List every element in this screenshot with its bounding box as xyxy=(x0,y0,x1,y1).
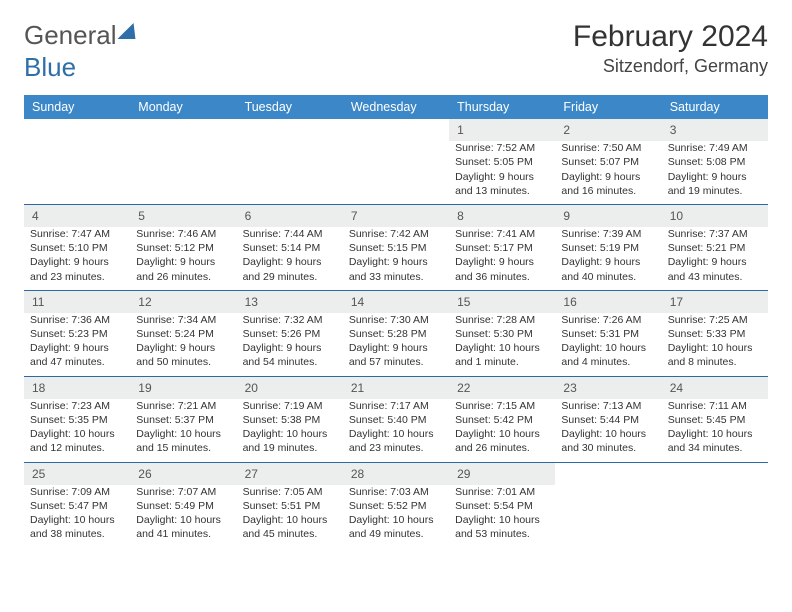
weekday-header: Monday xyxy=(130,95,236,119)
day-content-cell: Sunrise: 7:47 AMSunset: 5:10 PMDaylight:… xyxy=(24,227,130,290)
weekday-header: Sunday xyxy=(24,95,130,119)
day-number-cell: 10 xyxy=(662,204,768,227)
title-block: February 2024 Sitzendorf, Germany xyxy=(573,20,768,77)
day-content-cell: Sunrise: 7:30 AMSunset: 5:28 PMDaylight:… xyxy=(343,313,449,376)
day-content-cell: Sunrise: 7:44 AMSunset: 5:14 PMDaylight:… xyxy=(237,227,343,290)
location: Sitzendorf, Germany xyxy=(573,56,768,77)
day-content-cell: Sunrise: 7:37 AMSunset: 5:21 PMDaylight:… xyxy=(662,227,768,290)
day-number-cell: 19 xyxy=(130,376,236,399)
day-content-cell xyxy=(662,485,768,548)
day-content-cell: Sunrise: 7:52 AMSunset: 5:05 PMDaylight:… xyxy=(449,141,555,204)
day-number-cell: 4 xyxy=(24,204,130,227)
daynum-row: 123 xyxy=(24,119,768,141)
day-content-cell: Sunrise: 7:42 AMSunset: 5:15 PMDaylight:… xyxy=(343,227,449,290)
day-content-cell: Sunrise: 7:41 AMSunset: 5:17 PMDaylight:… xyxy=(449,227,555,290)
logo: General xyxy=(24,20,141,51)
day-number-cell: 14 xyxy=(343,290,449,313)
content-row: Sunrise: 7:23 AMSunset: 5:35 PMDaylight:… xyxy=(24,399,768,462)
day-number-cell xyxy=(130,119,236,141)
logo-text-2: Blue xyxy=(24,52,76,83)
content-row: Sunrise: 7:09 AMSunset: 5:47 PMDaylight:… xyxy=(24,485,768,548)
day-number-cell: 11 xyxy=(24,290,130,313)
day-number-cell: 22 xyxy=(449,376,555,399)
day-number-cell: 26 xyxy=(130,462,236,485)
day-number-cell: 20 xyxy=(237,376,343,399)
weekday-header: Saturday xyxy=(662,95,768,119)
logo-sail-icon xyxy=(117,23,142,39)
day-number-cell: 18 xyxy=(24,376,130,399)
day-number-cell xyxy=(237,119,343,141)
day-number-cell: 1 xyxy=(449,119,555,141)
day-content-cell: Sunrise: 7:46 AMSunset: 5:12 PMDaylight:… xyxy=(130,227,236,290)
day-content-cell: Sunrise: 7:11 AMSunset: 5:45 PMDaylight:… xyxy=(662,399,768,462)
calendar-body: 123Sunrise: 7:52 AMSunset: 5:05 PMDaylig… xyxy=(24,119,768,547)
day-content-cell xyxy=(555,485,661,548)
day-number-cell: 28 xyxy=(343,462,449,485)
weekday-header: Wednesday xyxy=(343,95,449,119)
daynum-row: 18192021222324 xyxy=(24,376,768,399)
day-content-cell: Sunrise: 7:17 AMSunset: 5:40 PMDaylight:… xyxy=(343,399,449,462)
header: General February 2024 Sitzendorf, German… xyxy=(24,20,768,77)
day-number-cell: 3 xyxy=(662,119,768,141)
day-number-cell: 12 xyxy=(130,290,236,313)
day-content-cell: Sunrise: 7:21 AMSunset: 5:37 PMDaylight:… xyxy=(130,399,236,462)
day-content-cell: Sunrise: 7:26 AMSunset: 5:31 PMDaylight:… xyxy=(555,313,661,376)
day-number-cell: 7 xyxy=(343,204,449,227)
day-number-cell: 24 xyxy=(662,376,768,399)
day-content-cell: Sunrise: 7:19 AMSunset: 5:38 PMDaylight:… xyxy=(237,399,343,462)
day-content-cell: Sunrise: 7:09 AMSunset: 5:47 PMDaylight:… xyxy=(24,485,130,548)
content-row: Sunrise: 7:52 AMSunset: 5:05 PMDaylight:… xyxy=(24,141,768,204)
day-number-cell: 21 xyxy=(343,376,449,399)
day-content-cell xyxy=(24,141,130,204)
day-content-cell: Sunrise: 7:25 AMSunset: 5:33 PMDaylight:… xyxy=(662,313,768,376)
calendar-table: SundayMondayTuesdayWednesdayThursdayFrid… xyxy=(24,95,768,547)
day-number-cell: 6 xyxy=(237,204,343,227)
day-number-cell: 2 xyxy=(555,119,661,141)
day-number-cell: 23 xyxy=(555,376,661,399)
daynum-row: 2526272829 xyxy=(24,462,768,485)
day-content-cell: Sunrise: 7:32 AMSunset: 5:26 PMDaylight:… xyxy=(237,313,343,376)
day-number-cell xyxy=(343,119,449,141)
day-number-cell xyxy=(24,119,130,141)
day-content-cell: Sunrise: 7:07 AMSunset: 5:49 PMDaylight:… xyxy=(130,485,236,548)
month-title: February 2024 xyxy=(573,20,768,54)
day-number-cell: 13 xyxy=(237,290,343,313)
content-row: Sunrise: 7:47 AMSunset: 5:10 PMDaylight:… xyxy=(24,227,768,290)
day-content-cell: Sunrise: 7:36 AMSunset: 5:23 PMDaylight:… xyxy=(24,313,130,376)
day-content-cell: Sunrise: 7:01 AMSunset: 5:54 PMDaylight:… xyxy=(449,485,555,548)
day-number-cell: 17 xyxy=(662,290,768,313)
weekday-header: Friday xyxy=(555,95,661,119)
weekday-header-row: SundayMondayTuesdayWednesdayThursdayFrid… xyxy=(24,95,768,119)
day-content-cell: Sunrise: 7:15 AMSunset: 5:42 PMDaylight:… xyxy=(449,399,555,462)
day-number-cell: 27 xyxy=(237,462,343,485)
day-number-cell: 29 xyxy=(449,462,555,485)
day-number-cell: 25 xyxy=(24,462,130,485)
day-content-cell xyxy=(343,141,449,204)
weekday-header: Thursday xyxy=(449,95,555,119)
day-number-cell xyxy=(662,462,768,485)
day-content-cell xyxy=(130,141,236,204)
day-number-cell xyxy=(555,462,661,485)
daynum-row: 11121314151617 xyxy=(24,290,768,313)
daynum-row: 45678910 xyxy=(24,204,768,227)
day-content-cell: Sunrise: 7:03 AMSunset: 5:52 PMDaylight:… xyxy=(343,485,449,548)
day-number-cell: 8 xyxy=(449,204,555,227)
day-content-cell: Sunrise: 7:23 AMSunset: 5:35 PMDaylight:… xyxy=(24,399,130,462)
logo-text-1: General xyxy=(24,20,117,51)
day-content-cell: Sunrise: 7:39 AMSunset: 5:19 PMDaylight:… xyxy=(555,227,661,290)
content-row: Sunrise: 7:36 AMSunset: 5:23 PMDaylight:… xyxy=(24,313,768,376)
day-content-cell: Sunrise: 7:34 AMSunset: 5:24 PMDaylight:… xyxy=(130,313,236,376)
weekday-header: Tuesday xyxy=(237,95,343,119)
day-content-cell: Sunrise: 7:49 AMSunset: 5:08 PMDaylight:… xyxy=(662,141,768,204)
day-number-cell: 16 xyxy=(555,290,661,313)
day-content-cell: Sunrise: 7:13 AMSunset: 5:44 PMDaylight:… xyxy=(555,399,661,462)
day-number-cell: 5 xyxy=(130,204,236,227)
day-number-cell: 15 xyxy=(449,290,555,313)
day-content-cell: Sunrise: 7:05 AMSunset: 5:51 PMDaylight:… xyxy=(237,485,343,548)
day-content-cell xyxy=(237,141,343,204)
day-content-cell: Sunrise: 7:50 AMSunset: 5:07 PMDaylight:… xyxy=(555,141,661,204)
day-content-cell: Sunrise: 7:28 AMSunset: 5:30 PMDaylight:… xyxy=(449,313,555,376)
day-number-cell: 9 xyxy=(555,204,661,227)
